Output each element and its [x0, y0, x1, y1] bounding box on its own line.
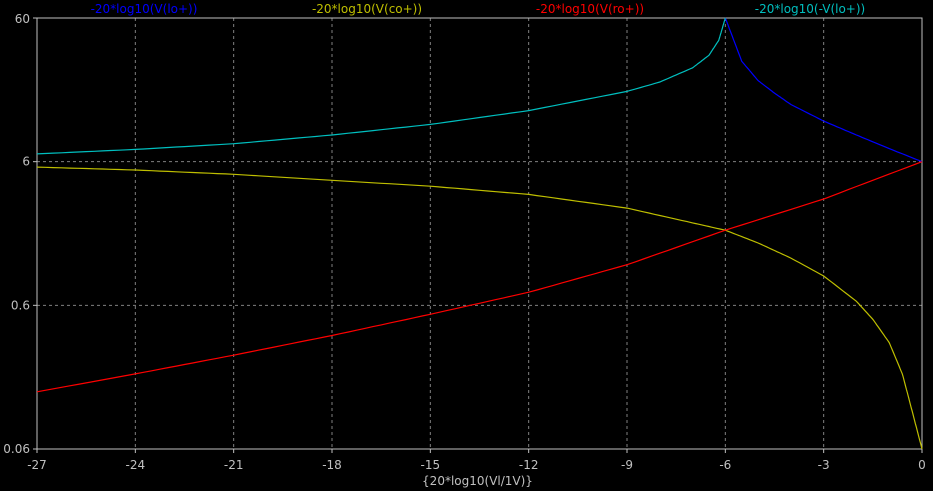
x-tick-label: -27 — [27, 458, 47, 472]
x-tick-label: -15 — [421, 458, 441, 472]
y-tick-label: 6 — [22, 155, 30, 169]
plot-frame — [36, 17, 923, 450]
series-line-2 — [36, 161, 923, 393]
y-tick-label: 60 — [15, 12, 30, 26]
y-axis-ticks: 0.06 0.6 6 60 — [3, 12, 37, 456]
legend-entry-1[interactable]: -20*log10(V(co+)) — [312, 2, 422, 16]
y-tick-label: 0.06 — [3, 442, 30, 456]
legend-entry-2[interactable]: -20*log10(V(ro+)) — [536, 2, 644, 16]
series-line-0 — [724, 17, 923, 163]
x-axis-label: {20*log10(Vl/1V)} — [422, 474, 533, 488]
x-tick-label: -3 — [818, 458, 830, 472]
grid-lines — [37, 18, 922, 449]
x-tick-label: -6 — [719, 458, 731, 472]
legend-entry-0[interactable]: -20*log10(V(lo+)) — [91, 2, 198, 16]
x-tick-label: -9 — [621, 458, 633, 472]
series-line-1 — [36, 166, 923, 450]
x-tick-label: -18 — [322, 458, 342, 472]
legend: -20*log10(V(lo+)) -20*log10(V(co+)) -20*lo… — [91, 2, 866, 16]
x-tick-label: -12 — [519, 458, 539, 472]
x-tick-label: -21 — [224, 458, 244, 472]
series-line-3 — [36, 17, 726, 155]
x-tick-label: 0 — [918, 458, 926, 472]
x-tick-label: -24 — [126, 458, 146, 472]
y-tick-label: 0.6 — [11, 298, 30, 312]
legend-entry-3[interactable]: -20*log10(-V(lo+)) — [755, 2, 865, 16]
series-layer — [36, 17, 923, 450]
x-axis-ticks: -27 -24 -21 -18 -15 -12 -9 -6 -3 0 — [27, 449, 926, 472]
